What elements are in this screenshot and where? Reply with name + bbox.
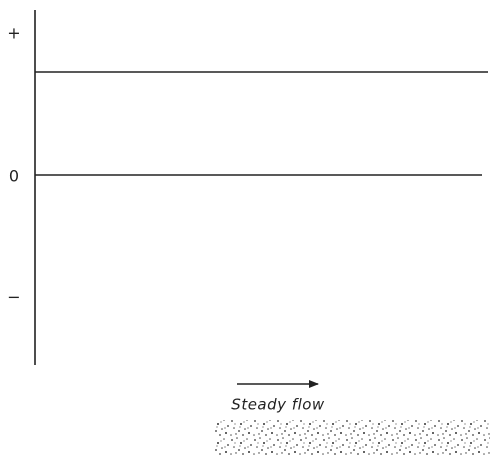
caption: Steady flow [231, 396, 325, 414]
plus-label: + [7, 24, 20, 43]
zero-label: 0 [9, 167, 19, 186]
bed-stipple [215, 420, 490, 456]
minus-label: − [7, 288, 20, 307]
